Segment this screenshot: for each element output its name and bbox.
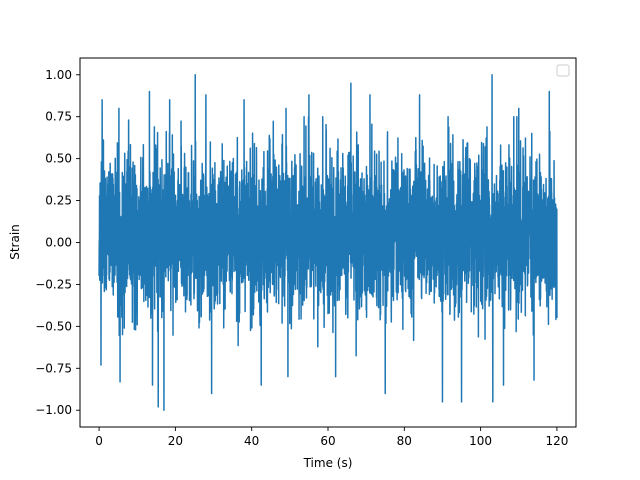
- x-tick-label: 0: [95, 434, 103, 448]
- y-tick-label: −0.75: [35, 361, 72, 375]
- y-tick-label: −1.00: [35, 403, 72, 417]
- y-tick-label: 0.75: [45, 110, 72, 124]
- y-tick-label: 0.00: [45, 236, 72, 250]
- x-axis-label: Time (s): [303, 456, 353, 470]
- x-tick-label: 120: [545, 434, 568, 448]
- y-tick-label: −0.50: [35, 319, 72, 333]
- x-tick-label: 100: [469, 434, 492, 448]
- x-tick-label: 80: [397, 434, 412, 448]
- strain-series-line: [98, 74, 558, 411]
- plot-area-frame: [79, 57, 577, 428]
- x-tick-label: 20: [168, 434, 183, 448]
- y-axis-label: Strain: [8, 224, 22, 260]
- y-tick-label: 1.00: [45, 68, 72, 82]
- y-tick-label: −0.25: [35, 277, 72, 291]
- x-tick-label: 60: [320, 434, 335, 448]
- y-tick-label: 0.25: [45, 194, 72, 208]
- x-tick-label: 40: [244, 434, 259, 448]
- y-tick-label: 0.50: [45, 152, 72, 166]
- legend-box: [556, 64, 570, 77]
- ticks-layer: 0 20 40 60 80 100 120 −1.00 −0.75 −0.50 −0.25 0.00 0…: [35, 68, 568, 448]
- series-layer: [98, 74, 558, 411]
